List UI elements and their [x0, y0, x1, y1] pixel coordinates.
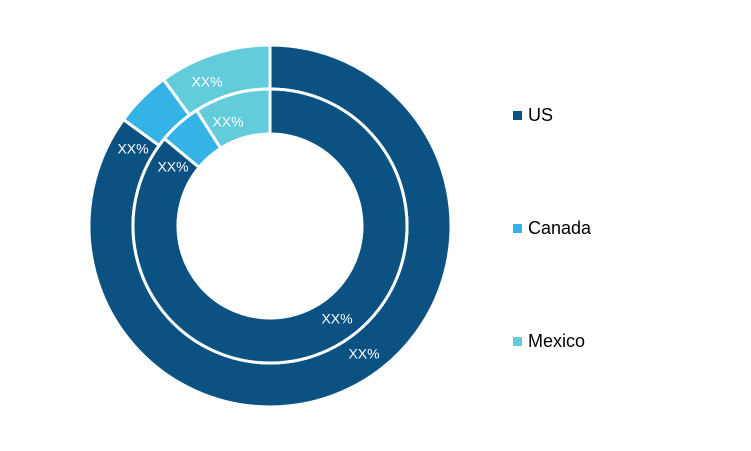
legend-label-us: US [528, 105, 554, 125]
inner-label-us: XX% [321, 311, 352, 327]
legend-swatch-mexico [513, 337, 522, 346]
outer-label-us: XX% [348, 346, 379, 362]
legend-label-mexico: Mexico [528, 331, 586, 351]
outer-label-canada: XX% [117, 141, 148, 157]
legend-item-canada[interactable]: Canada [513, 218, 591, 239]
outer-label-mexico: XX% [191, 74, 222, 90]
legend-item-us[interactable]: US [513, 105, 553, 126]
inner-slice-us[interactable] [131, 87, 409, 365]
legend-item-mexico[interactable]: Mexico [513, 331, 585, 352]
inner-label-mexico: XX% [212, 114, 243, 130]
inner-label-canada: XX% [157, 159, 188, 175]
legend-swatch-canada [513, 224, 522, 233]
legend-swatch-us [513, 111, 522, 120]
legend-label-canada: Canada [528, 218, 592, 238]
inner-slice-mexico[interactable] [194, 87, 272, 151]
